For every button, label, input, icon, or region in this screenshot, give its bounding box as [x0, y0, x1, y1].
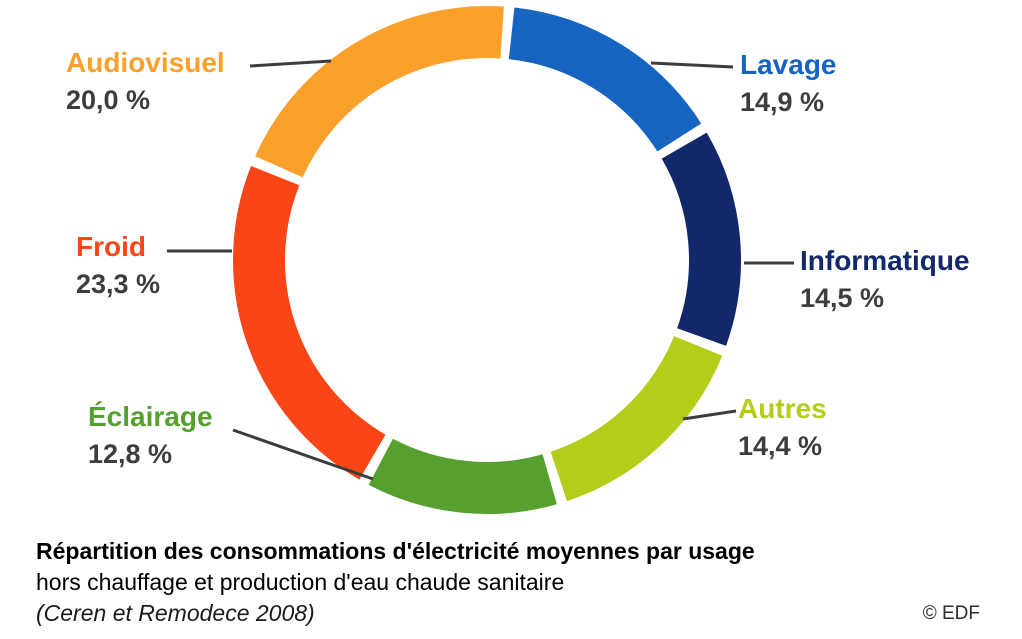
- donut-segment-2: [550, 335, 723, 502]
- chart-source: (Ceren et Remodece 2008): [36, 600, 315, 626]
- chart-caption: Répartition des consommations d'électric…: [36, 536, 755, 629]
- donut-segments: [233, 6, 741, 514]
- segment-label-autres: Autres 14,4 %: [738, 392, 827, 463]
- donut-segment-0: [508, 7, 702, 152]
- segment-name: Éclairage: [88, 401, 213, 432]
- segment-name: Autres: [738, 393, 827, 424]
- segment-percent: 14,5 %: [800, 283, 885, 313]
- segment-name: Audiovisuel: [66, 47, 225, 78]
- segment-percent: 20,0 %: [66, 85, 151, 115]
- segment-label-audiovisuel: Audiovisuel 20,0 %: [66, 46, 225, 117]
- segment-label-lavage: Lavage 14,9 %: [740, 48, 837, 119]
- segment-name: Froid: [76, 231, 146, 262]
- segment-percent: 14,9 %: [740, 87, 825, 117]
- segment-percent: 14,4 %: [738, 431, 823, 461]
- segment-label-froid: Froid 23,3 %: [76, 230, 160, 301]
- leader-lines: [167, 59, 794, 481]
- copyright-credit: © EDF: [922, 603, 980, 624]
- segment-label-informatique: Informatique 14,5 %: [800, 244, 970, 315]
- donut-segment-4: [233, 165, 386, 480]
- chart-title: Répartition des consommations d'électric…: [36, 538, 755, 564]
- segment-percent: 12,8 %: [88, 439, 173, 469]
- segment-name: Informatique: [800, 245, 970, 276]
- segment-name: Lavage: [740, 49, 837, 80]
- chart-subtitle: hors chauffage et production d'eau chaud…: [36, 569, 565, 595]
- leader-line-lavage: [650, 61, 734, 69]
- donut-segment-1: [661, 132, 741, 346]
- leader-line-audiovisuel: [249, 59, 332, 68]
- donut-segment-3: [368, 438, 557, 514]
- segment-label-eclairage: Éclairage 12,8 %: [88, 400, 213, 471]
- donut-segment-5: [255, 6, 504, 178]
- segment-percent: 23,3 %: [76, 269, 161, 299]
- leader-line-autres: [682, 409, 737, 421]
- leader-line-eclairage: [232, 428, 374, 481]
